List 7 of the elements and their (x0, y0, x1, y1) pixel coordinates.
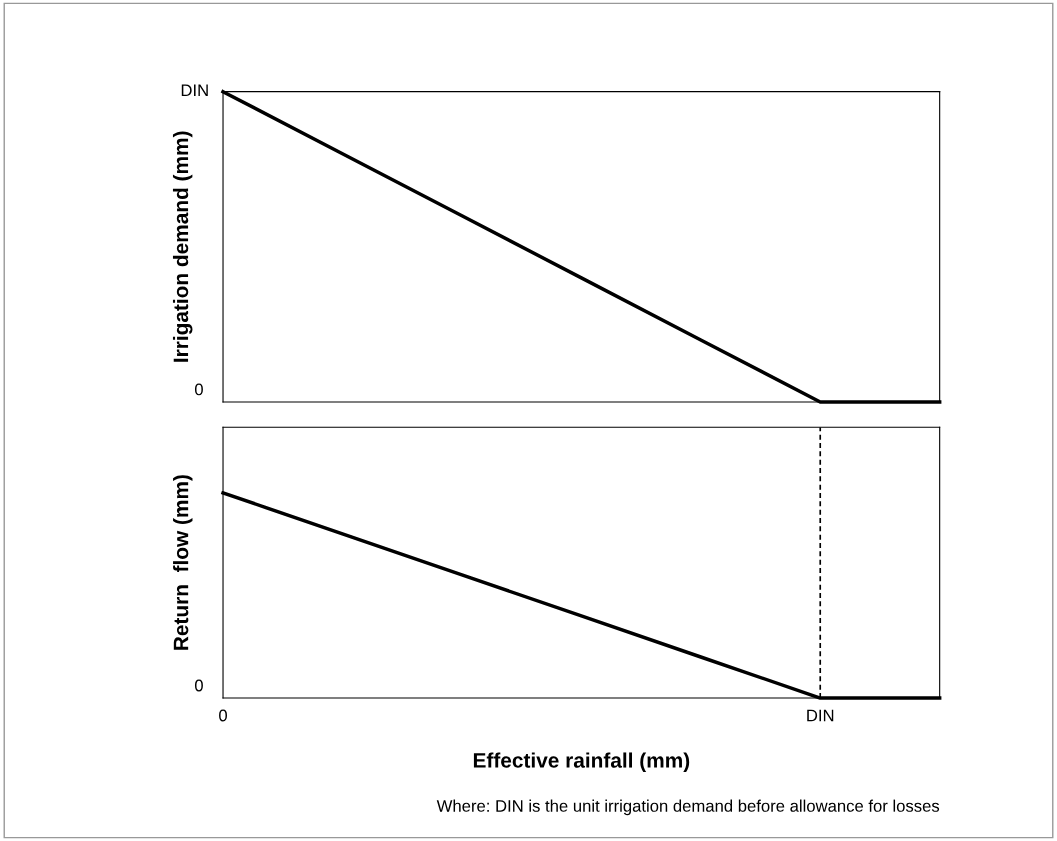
text: Where: DIN is the unit irrigation demand before allowance for losses (436, 799, 940, 816)
text: 0 (194, 679, 203, 692)
text: 0 (194, 383, 203, 396)
y-axis-title: Return flow (mm) (173, 475, 193, 650)
y-axis-title: Irrigation demand (mm) (172, 131, 193, 362)
text: DIN (181, 84, 208, 96)
x-axis-title: Effective rainfall (mm) (473, 752, 690, 772)
